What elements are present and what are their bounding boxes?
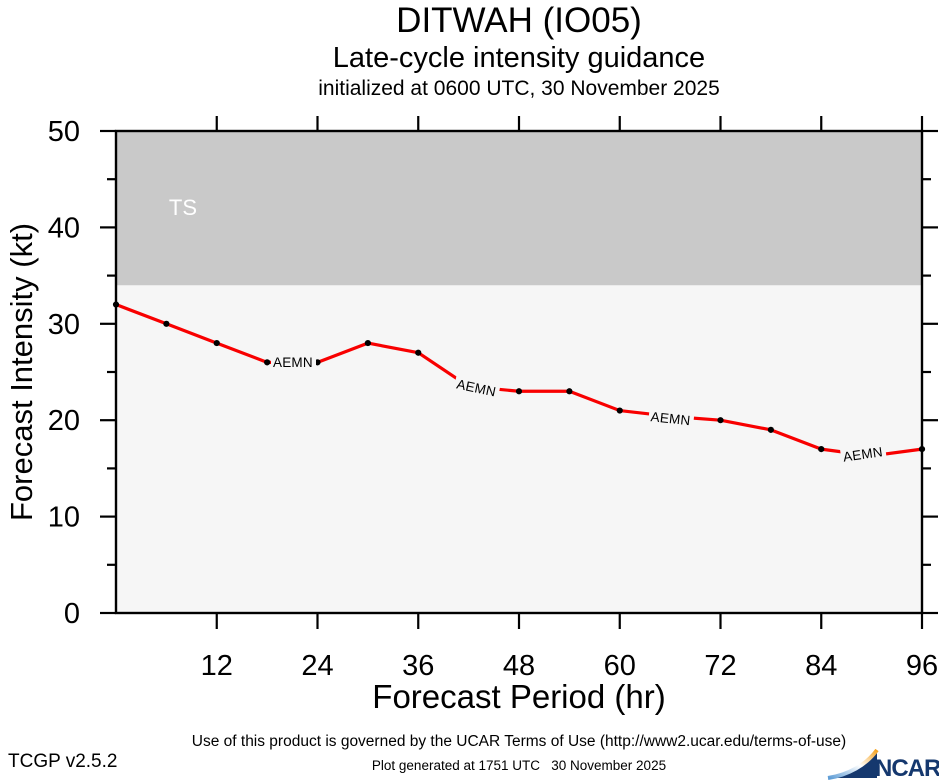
data-point-dot [717,417,724,424]
inline-label-mask [647,407,695,430]
plot-frame [114,129,924,615]
inline-label-group: AEMN [453,374,501,401]
data-point-dot [163,320,170,327]
inline-label-mask [839,442,887,466]
ncar-swoosh-arc [827,748,879,780]
data-point-dot [364,339,371,347]
data-point-dot [213,339,220,347]
x-tick-label: 96 [906,650,938,682]
y-tick-label: 30 [48,309,80,341]
ts-band-label: TS [169,195,197,220]
series-inline-label: AEMN [273,355,313,370]
data-point-dot [767,426,774,433]
chart-subtitle: Late-cycle intensity guidance [332,42,706,74]
x-tick-label: 84 [805,650,837,682]
data-point-dot [566,388,573,395]
x-tick-label: 60 [604,650,636,682]
data-point-dot [616,407,623,414]
footer-generated: Plot generated at 1751 UTC 30 November 2… [371,758,667,773]
inline-label-group: AEMN [271,353,317,371]
inline-label-mask [271,353,317,371]
y-tick-label: 10 [48,502,80,534]
x-tick-label: 24 [301,650,333,682]
ncar-logo-text: NCAR [875,755,939,780]
chart-init-line: initialized at 0600 UTC, 30 November 202… [318,77,720,100]
y-tick-label: 40 [48,212,80,244]
chart-header: DITWAH (IO05) Late-cycle intensity guida… [116,0,922,102]
inline-label-group: AEMN [647,407,695,430]
footer-terms: Use of this product is governed by the U… [191,733,847,750]
x-tick-label: 36 [402,650,434,682]
inline-label-group: AEMN [839,442,887,466]
data-point-dot [818,446,825,453]
x-axis-title: Forecast Period (hr) [372,678,666,715]
footer-version: TCGP v2.5.2 [8,751,118,772]
chart-title: DITWAH (IO05) [396,1,642,40]
data-point-dot [264,359,271,366]
x-tick-label: 12 [201,650,233,682]
ncar-swoosh [828,750,877,778]
y-tick-label: 50 [48,116,80,148]
data-point-dot [515,388,523,395]
y-tick-label: 0 [64,598,80,630]
y-tick-label: 20 [48,405,80,437]
series-inline-label: AEMN [842,444,884,464]
ts-band [116,131,922,286]
x-tick-label: 48 [503,650,535,682]
x-tick-label: 72 [704,650,736,682]
series-inline-label: AEMN [650,409,691,428]
data-point-dot [415,349,422,356]
inline-label-mask [453,374,501,401]
ncar-logo: NCAR [827,748,939,780]
